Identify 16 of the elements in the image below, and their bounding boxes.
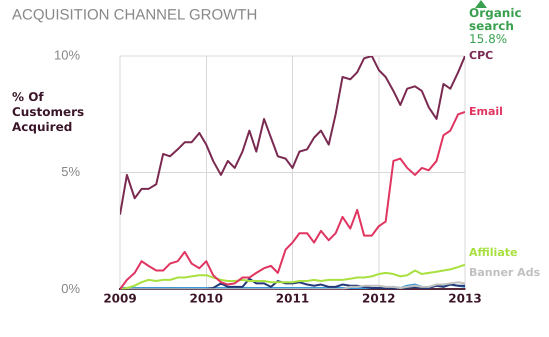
y-tick-label: 5%: [61, 164, 80, 180]
text: Organic search: [469, 6, 522, 34]
x-tick-label: 2013: [448, 292, 482, 306]
y-axis-title: % Of Customers Acquired: [12, 90, 84, 134]
series-label: Email: [469, 104, 503, 118]
text: 15.8%: [469, 32, 508, 46]
series-label: CPC: [469, 48, 494, 62]
series-label: Affiliate: [469, 246, 518, 260]
x-tick-label: 2012: [362, 292, 396, 306]
chart-title: ACQUISITION CHANNEL GROWTH: [12, 6, 258, 24]
y-tick-label: 10%: [54, 48, 80, 63]
x-tick-label: 2009: [103, 292, 137, 306]
x-tick-label: 2010: [190, 292, 223, 306]
x-tick-label: 2011: [276, 292, 310, 306]
y-tick-label: 0%: [61, 280, 80, 296]
series-label: Banner Ads: [469, 266, 541, 280]
